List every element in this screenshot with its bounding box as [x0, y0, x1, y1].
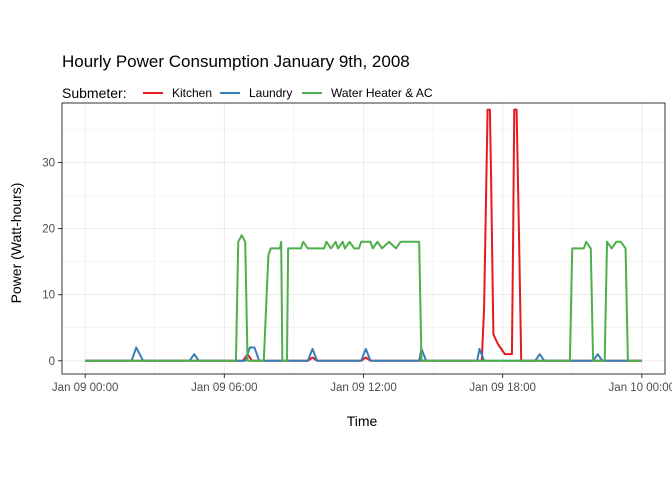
y-tick-label: 0: [49, 356, 55, 368]
x-tick-label: Jan 09 06:00: [191, 382, 258, 394]
gridlines: [62, 103, 665, 374]
y-tick-label: 30: [42, 157, 55, 169]
series-line-kitchen: [85, 108, 642, 362]
legend-title: Submeter:: [62, 85, 127, 101]
legend-label: Kitchen: [172, 86, 212, 100]
x-tick-label: Jan 10 00:00: [609, 382, 672, 394]
x-tick-label: Jan 09 12:00: [330, 382, 397, 394]
x-axis-title: Time: [347, 413, 378, 429]
plot-panel: [61, 102, 666, 375]
series-lines: [85, 108, 642, 362]
y-tick-label: 20: [42, 224, 55, 236]
y-tick-label: 10: [42, 290, 55, 302]
legend: Submeter: Kitchen Laundry Water Heater & A…: [62, 85, 433, 101]
series-line-laundry: [85, 346, 642, 362]
x-axis: Jan 09 00:00 Jan 09 06:00 Jan 09 12:00 Jan …: [52, 374, 672, 394]
chart-title: Hourly Power Consumption January 9th, 20…: [62, 52, 410, 71]
x-tick-label: Jan 09 00:00: [52, 382, 119, 394]
y-axis-title: Power (Watt-hours): [8, 183, 24, 304]
y-axis: 0 10 20 30: [42, 157, 62, 368]
series-line-water-heater-ac: [85, 234, 642, 362]
legend-label: Water Heater & AC: [331, 86, 433, 100]
legend-label: Laundry: [249, 86, 292, 100]
x-tick-label: Jan 09 18:00: [469, 382, 536, 394]
